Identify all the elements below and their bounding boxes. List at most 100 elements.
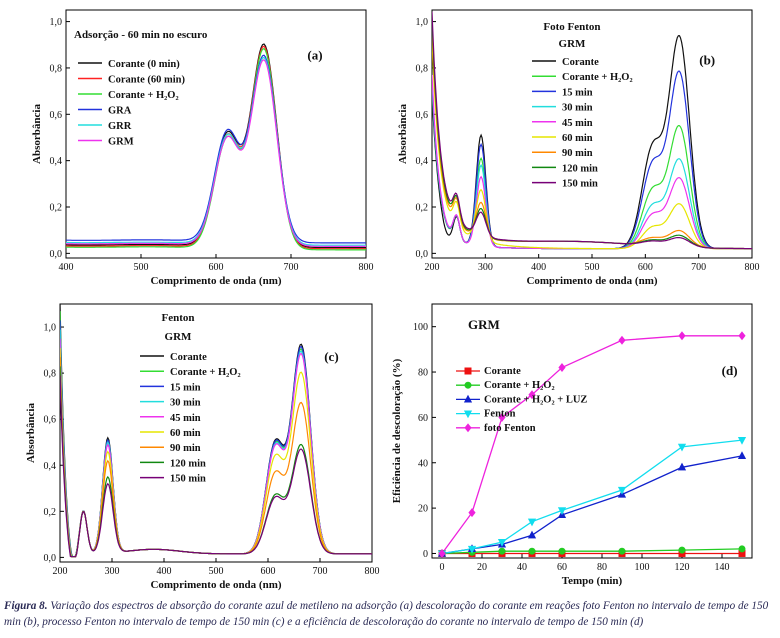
plot-frame xyxy=(59,303,373,563)
legend-entry: Corante (0 min) xyxy=(78,59,180,70)
series-line xyxy=(60,347,372,558)
panel-c: 200 300 400 500 600 700 800 0,0 0,2 0,4 0,6 0,8 1,0 C… xyxy=(25,303,380,591)
x-tick-label: 60 xyxy=(557,562,567,573)
series-line xyxy=(60,375,372,558)
legend-label: Corante + H₂O₂ + LUZ xyxy=(484,394,587,405)
legend-entry: foto Fenton xyxy=(456,423,536,434)
series-line xyxy=(66,59,366,247)
data-point xyxy=(438,548,446,558)
legend-label: 60 min xyxy=(562,133,593,144)
y-tick-label: 0,6 xyxy=(50,110,63,121)
y-tick-label: 60 xyxy=(418,413,428,424)
y-tick-label: 40 xyxy=(418,458,428,469)
data-point xyxy=(618,547,626,555)
data-point xyxy=(617,486,627,495)
legend-entry: GRM xyxy=(78,137,134,148)
x-tick-label: 800 xyxy=(745,262,760,273)
legend-label: GRA xyxy=(108,106,132,117)
legend-entry: 15 min xyxy=(532,87,593,98)
chart-subtitle: GRM xyxy=(559,38,587,50)
x-tick-label: 300 xyxy=(105,566,120,577)
y-tick-label: 1,0 xyxy=(416,17,429,28)
legend-entry: 150 min xyxy=(140,474,206,485)
data-point xyxy=(737,451,747,460)
legend-label: 15 min xyxy=(562,87,593,98)
chart-title: Adsorção - 60 min no escuro xyxy=(74,29,208,41)
y-tick-label: 1,0 xyxy=(50,17,63,28)
legend-entry: Corante + H₂O₂ xyxy=(140,367,241,378)
legend-label: Corante xyxy=(484,366,521,377)
data-point xyxy=(467,545,477,554)
legend-label: 30 min xyxy=(562,103,593,114)
x-tick-label: 400 xyxy=(157,566,172,577)
chart-title: GRM xyxy=(468,317,500,332)
y-tick-label: 0,0 xyxy=(416,249,429,260)
y-tick-label: 0 xyxy=(423,549,428,560)
legend-entry: 60 min xyxy=(532,133,593,144)
y-tick-label: 0,0 xyxy=(44,553,57,564)
legend-entry: Corante xyxy=(140,352,207,363)
legend-entry: Corante xyxy=(456,366,521,377)
panel-label: (c) xyxy=(324,349,338,364)
data-point xyxy=(498,547,506,555)
x-tick-label: 600 xyxy=(638,262,653,273)
data-point xyxy=(678,331,686,341)
legend-label: 150 min xyxy=(170,474,206,485)
data-point xyxy=(528,390,536,400)
legend-entry: Corante xyxy=(532,57,599,68)
legend-marker xyxy=(463,410,473,419)
y-axis-label: Eficiência de descoloração (%) xyxy=(391,358,403,503)
data-point xyxy=(618,335,626,345)
legend-label: 60 min xyxy=(170,428,201,439)
legend-label: Corante + H₂O₂ xyxy=(484,380,555,391)
y-tick-label: 1,0 xyxy=(44,323,57,334)
y-tick-label: 0,4 xyxy=(44,461,57,472)
y-tick-label: 0,2 xyxy=(50,203,63,214)
legend-label: Corante xyxy=(562,57,599,68)
y-tick-label: 0,6 xyxy=(416,110,429,121)
series-line xyxy=(441,455,743,555)
x-axis-label: Tempo (min) xyxy=(562,575,623,587)
legend-entry: Corante + H₂O₂ + LUZ xyxy=(456,394,587,405)
legend-entry: Corante + H₂O₂ xyxy=(456,380,555,391)
x-tick-label: 500 xyxy=(585,262,600,273)
x-tick-label: 700 xyxy=(313,566,328,577)
y-tick-label: 0,2 xyxy=(44,507,57,518)
legend-label: GRM xyxy=(108,137,134,148)
legend-label: foto Fenton xyxy=(484,423,536,434)
legend-entry: 150 min xyxy=(532,179,598,190)
chart-subtitle: GRM xyxy=(165,331,193,343)
legend-label: Corante + H₂O₂ xyxy=(562,72,633,83)
y-axis-label: Absorbância xyxy=(397,104,409,164)
plot-area xyxy=(60,304,372,558)
x-tick-label: 200 xyxy=(425,262,440,273)
data-point xyxy=(738,331,746,341)
series-line xyxy=(441,439,743,555)
y-tick-label: 0,2 xyxy=(416,203,429,214)
data-point xyxy=(677,462,687,471)
legend-label: Corante xyxy=(170,352,207,363)
x-tick-label: 0 xyxy=(440,562,445,573)
legend-entry: Corante + H₂O₂ xyxy=(532,72,633,83)
plot-area xyxy=(432,11,752,250)
legend-entry: 60 min xyxy=(140,428,201,439)
y-tick-label: 0,8 xyxy=(50,63,63,74)
x-tick-label: 200 xyxy=(53,566,68,577)
y-tick-label: 0,6 xyxy=(44,415,57,426)
data-point xyxy=(558,363,566,372)
x-tick-label: 100 xyxy=(635,562,650,573)
x-tick-label: 80 xyxy=(597,562,607,573)
x-tick-label: 20 xyxy=(477,562,487,573)
legend-label: 90 min xyxy=(170,443,201,454)
series-line xyxy=(441,548,743,555)
x-axis-label: Comprimento de onda (nm) xyxy=(150,275,281,287)
legend-marker xyxy=(464,381,472,389)
legend-entry: 15 min xyxy=(140,382,201,393)
legend-entry: 30 min xyxy=(532,103,593,114)
legend-label: 30 min xyxy=(170,398,201,409)
data-point xyxy=(737,436,747,445)
legend-entry: Fenton xyxy=(456,409,516,420)
panel-label: (b) xyxy=(699,53,715,68)
legend-label: Fenton xyxy=(484,409,516,420)
y-tick-label: 20 xyxy=(418,504,428,515)
